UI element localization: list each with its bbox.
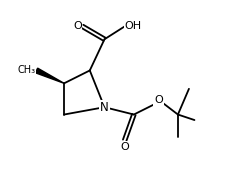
Text: O: O bbox=[73, 21, 82, 31]
Text: O: O bbox=[120, 142, 129, 152]
Text: O: O bbox=[154, 95, 163, 105]
Text: CH₃: CH₃ bbox=[18, 65, 36, 75]
Text: N: N bbox=[100, 101, 109, 114]
Polygon shape bbox=[36, 68, 64, 83]
Text: OH: OH bbox=[125, 21, 142, 31]
